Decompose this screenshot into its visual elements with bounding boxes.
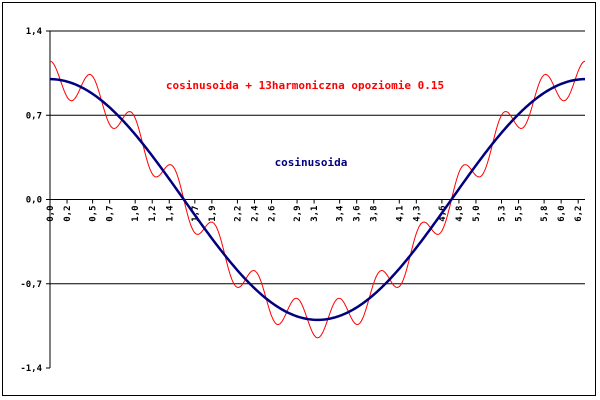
series-label-cosine: cosinusoida — [275, 156, 348, 169]
x-tick-label: 4,8 — [455, 206, 465, 222]
x-tick-label: 3,4 — [336, 205, 346, 222]
x-tick-label: 5,3 — [498, 205, 508, 221]
x-tick-label: 0,7 — [106, 206, 116, 222]
y-tick-label: 0,7 — [26, 111, 42, 121]
grid-layer — [50, 30, 585, 285]
x-tick-label: 0,0 — [46, 206, 56, 222]
x-tick-label: 0,5 — [89, 206, 99, 222]
x-tick-label: 1,7 — [191, 206, 201, 222]
x-tick-label: 1,0 — [131, 206, 141, 222]
x-tick-label: 4,3 — [412, 206, 422, 222]
x-tick-label: 2,2 — [233, 206, 243, 222]
x-tick-label: 1,9 — [208, 206, 218, 222]
series-label-harmonic: cosinusoida + 13harmoniczna opoziomie 0.… — [166, 79, 444, 92]
x-tick-label: 6,0 — [557, 206, 567, 222]
x-tick-label: 3,6 — [353, 206, 363, 222]
y-tick-label: 0,0 — [26, 196, 42, 206]
x-tick-label: 3,8 — [370, 206, 380, 222]
x-tick-label: 5,5 — [515, 206, 525, 222]
series-layer — [49, 60, 586, 339]
x-tick-label: 0,2 — [63, 206, 73, 222]
x-tick-label: 4,1 — [395, 206, 405, 222]
series-line-harmonic — [49, 60, 586, 339]
x-tick-labels: 0,0 0,2 0,5 0,7 1,0 1,2 1,4 1,7 1,9 2,2 2,4 2,6 2,9 3… — [46, 199, 584, 222]
series-line-cosine — [49, 77, 586, 322]
x-tick-label: 5,8 — [540, 206, 550, 222]
x-tick-label: 1,4 — [165, 205, 175, 222]
y-tick-label: 1,4 — [26, 27, 43, 37]
x-tick-label: 5,0 — [472, 206, 482, 222]
y-tick-label: -1,4 — [20, 364, 42, 374]
y-tick-label: -0,7 — [20, 280, 42, 290]
x-tick-label: 1,2 — [148, 206, 158, 222]
x-tick-label: 2,4 — [250, 205, 260, 222]
x-tick-label: 2,9 — [293, 206, 303, 222]
y-tick-labels: 1,4 0,7 0,0 -0,7 -1,4 — [20, 27, 50, 374]
x-tick-label: 6,2 — [574, 206, 584, 222]
x-tick-label: 2,6 — [267, 206, 277, 222]
x-tick-label: 3,1 — [310, 206, 320, 222]
